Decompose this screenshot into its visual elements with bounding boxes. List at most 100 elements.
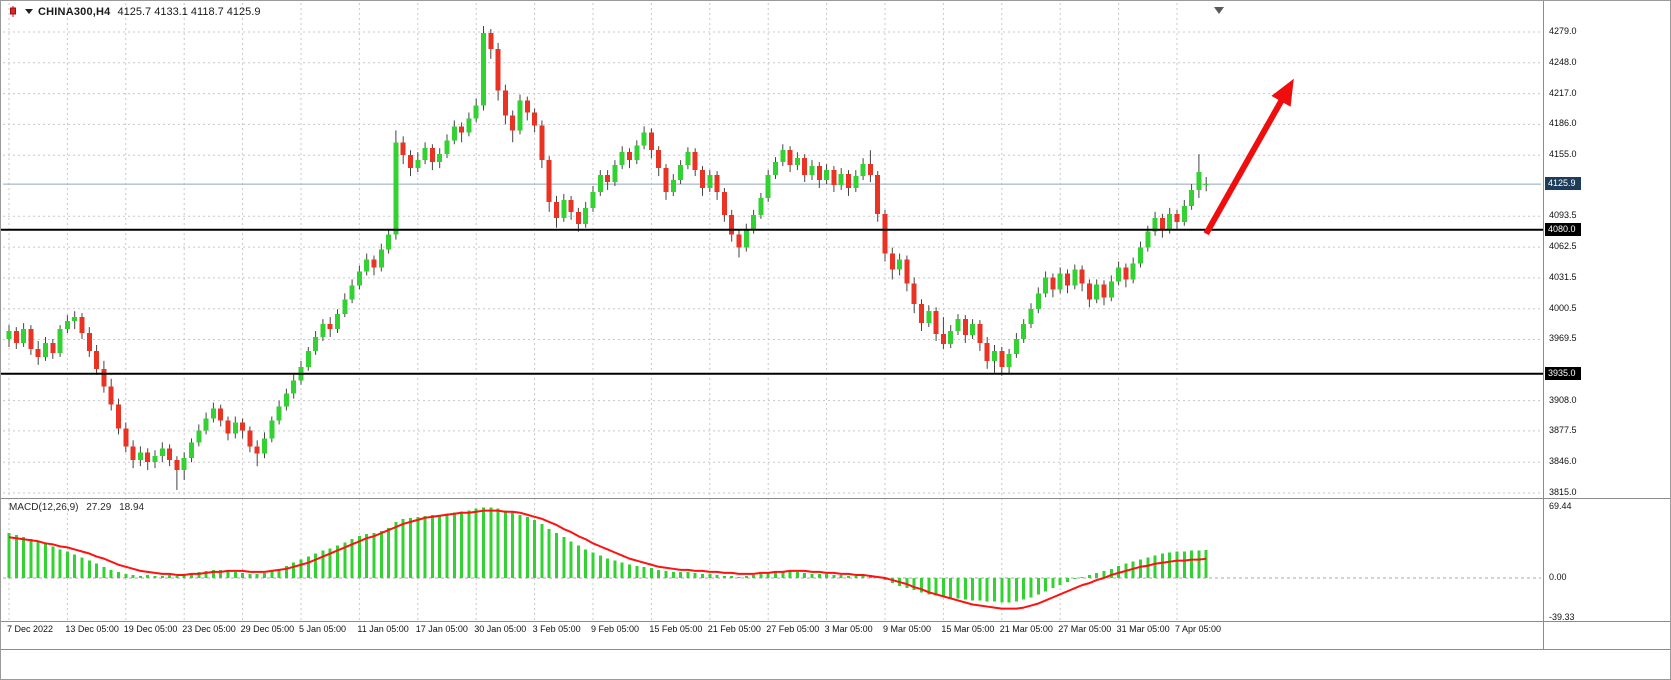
dropdown-caret-icon bbox=[25, 9, 33, 14]
macd-histogram-bar bbox=[1044, 578, 1048, 592]
symbol-ohlc-values: 4125.7 4133.1 4118.7 4125.9 bbox=[117, 5, 261, 18]
candle-body bbox=[904, 259, 910, 284]
macd-histogram-bar bbox=[657, 569, 661, 578]
candle-body bbox=[802, 158, 808, 176]
candle-body bbox=[554, 201, 559, 218]
macd-histogram-bar bbox=[584, 549, 588, 578]
candle-body bbox=[1159, 217, 1165, 230]
time-axis-label: 21 Feb 05:00 bbox=[707, 624, 761, 634]
macd-histogram-bar bbox=[489, 507, 493, 578]
candle-body bbox=[247, 430, 253, 447]
macd-histogram-bar bbox=[496, 508, 500, 578]
candle-body bbox=[860, 164, 866, 177]
candle-body bbox=[28, 329, 34, 349]
macd-histogram-bar bbox=[29, 539, 33, 578]
price-tick-label: 4155.0 bbox=[1549, 149, 1577, 160]
candle-body bbox=[714, 175, 720, 192]
chart-canvas[interactable] bbox=[1, 1, 1543, 650]
macd-histogram-bar bbox=[1029, 578, 1033, 598]
macd-histogram-bar bbox=[117, 571, 120, 578]
macd-histogram-bar bbox=[219, 569, 223, 578]
candle-body bbox=[838, 174, 844, 186]
candle-body bbox=[546, 160, 552, 202]
candle-body bbox=[678, 165, 684, 181]
candle-body bbox=[189, 442, 194, 459]
macd-histogram-bar bbox=[445, 513, 449, 578]
candle-body bbox=[1057, 273, 1063, 290]
level-price-badge: 3935.0 bbox=[1545, 366, 1581, 380]
macd-histogram-bar bbox=[1014, 578, 1018, 602]
chart-shift-marker-icon[interactable] bbox=[1214, 7, 1224, 14]
candle-body bbox=[35, 348, 41, 357]
candle-body bbox=[408, 155, 413, 169]
pane-separator[interactable] bbox=[1, 498, 1670, 499]
macd-histogram-bar bbox=[211, 569, 215, 578]
candle-body bbox=[568, 199, 574, 212]
trend-arrow-shaft[interactable] bbox=[1203, 94, 1287, 236]
macd-histogram-bar bbox=[248, 573, 252, 578]
macd-histogram-bar bbox=[1080, 576, 1084, 578]
macd-histogram-bar bbox=[613, 560, 617, 578]
candle-body bbox=[313, 337, 319, 351]
macd-histogram-bar bbox=[73, 554, 77, 578]
candle-body bbox=[619, 152, 625, 166]
candle-body bbox=[218, 408, 224, 421]
candle-body bbox=[43, 342, 48, 357]
candle-body bbox=[262, 438, 267, 454]
candle-body bbox=[64, 321, 70, 330]
time-axis-label: 15 Mar 05:00 bbox=[941, 624, 995, 634]
candle-body bbox=[1138, 247, 1143, 264]
macd-histogram-bar bbox=[847, 575, 850, 578]
macd-histogram-bar bbox=[956, 578, 960, 599]
price-tick-label: 4031.5 bbox=[1549, 271, 1577, 282]
macd-histogram-bar bbox=[635, 565, 639, 578]
macd-histogram-bar bbox=[336, 545, 339, 578]
candle-body bbox=[1203, 184, 1209, 186]
macd-histogram-bar bbox=[788, 570, 792, 578]
candle-body bbox=[429, 148, 435, 163]
candle-body bbox=[539, 125, 545, 161]
candle-body bbox=[510, 115, 516, 131]
macd-histogram-bar bbox=[503, 510, 507, 578]
candle-body bbox=[1167, 213, 1173, 230]
macd-histogram-bar bbox=[430, 514, 434, 578]
candle-body bbox=[1050, 277, 1056, 290]
candle-body bbox=[751, 214, 757, 230]
candle-body bbox=[444, 140, 450, 155]
candle-body bbox=[743, 229, 749, 248]
symbol-title: CHINA300,H4 bbox=[38, 5, 111, 18]
candle-body bbox=[276, 406, 282, 421]
candle-body bbox=[320, 324, 326, 338]
time-axis-label: 3 Mar 05:00 bbox=[824, 624, 873, 634]
price-tick-label: 4279.0 bbox=[1549, 26, 1577, 36]
candle-body bbox=[481, 32, 486, 106]
macd-histogram-bar bbox=[839, 574, 843, 578]
candle-body bbox=[225, 420, 231, 434]
time-axis-label: 7 Dec 2022 bbox=[7, 624, 54, 634]
candle-body bbox=[1006, 353, 1012, 367]
macd-histogram-bar bbox=[131, 574, 135, 578]
candle-body bbox=[700, 170, 705, 188]
candle-body bbox=[495, 48, 501, 91]
price-tick-label: 3846.0 bbox=[1549, 456, 1577, 467]
price-axis[interactable]: 4279.0 4248.0 4217.0 4186.0 4155.0 4093.5 4062… bbox=[1544, 1, 1670, 650]
macd-tick-label: -39.33 bbox=[1549, 612, 1575, 623]
candle-body bbox=[283, 393, 289, 407]
candle-body bbox=[641, 132, 647, 146]
macd-histogram-bar bbox=[912, 578, 916, 591]
candle-body bbox=[1181, 205, 1187, 222]
trend-arrow-head[interactable] bbox=[1271, 78, 1294, 107]
time-axis-label: 27 Mar 05:00 bbox=[1058, 624, 1112, 634]
candle-body bbox=[758, 197, 764, 215]
macd-histogram-bar bbox=[233, 571, 237, 578]
time-axis[interactable]: 7 Dec 2022 13 Dec 05:00 19 Dec 05:00 23 Dec… bbox=[1, 624, 1543, 639]
candle-body bbox=[203, 418, 209, 431]
macd-histogram-bar bbox=[204, 570, 208, 578]
candlestick-icon bbox=[10, 6, 16, 17]
candle-body bbox=[1130, 263, 1136, 280]
macd-histogram-bar bbox=[569, 541, 573, 578]
candle-body bbox=[108, 386, 114, 405]
candle-body bbox=[1196, 172, 1202, 190]
macd-histogram-bar bbox=[525, 516, 529, 578]
macd-histogram-bar bbox=[511, 512, 515, 578]
